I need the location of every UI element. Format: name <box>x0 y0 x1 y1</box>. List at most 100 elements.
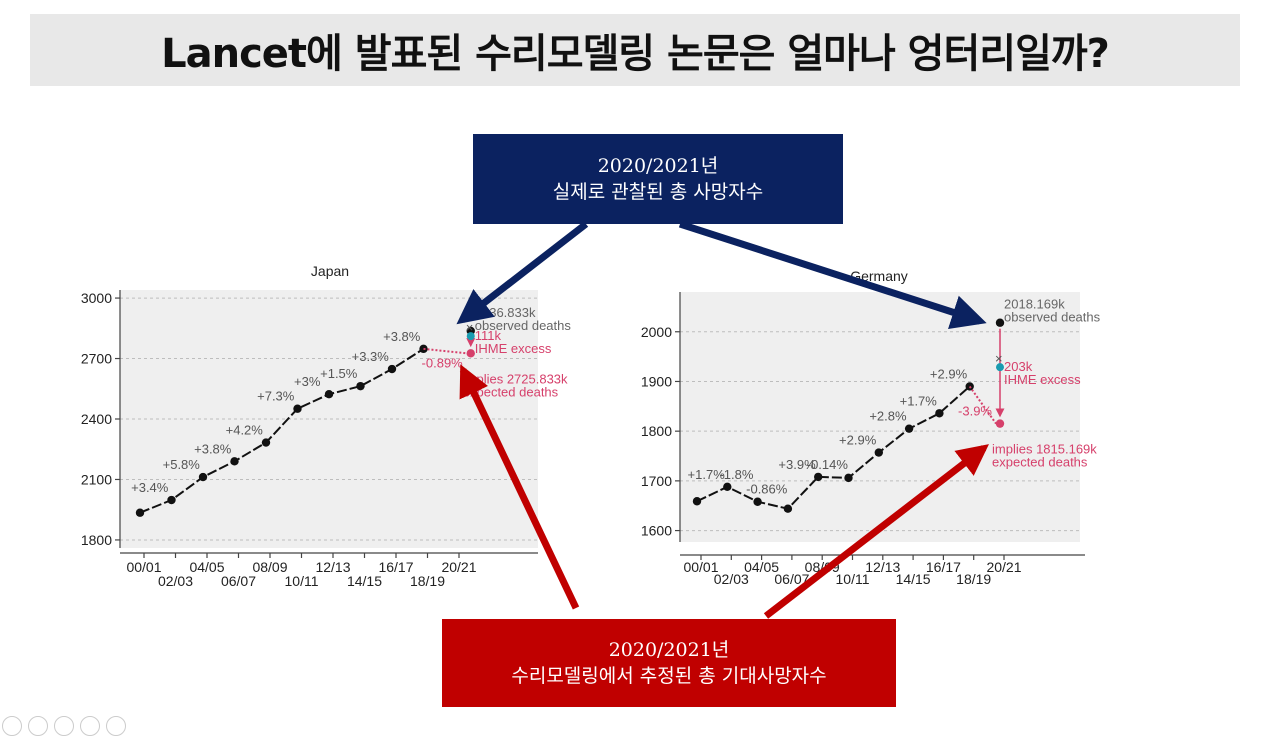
expected-point <box>995 419 1005 428</box>
x-tick-label: 18/19 <box>956 571 991 587</box>
growth-label: +2.9% <box>839 433 877 448</box>
data-point <box>167 495 176 505</box>
data-point <box>692 497 702 506</box>
growth-label: +1.5% <box>320 366 358 381</box>
observed-label: observed deaths <box>475 318 572 333</box>
data-point <box>356 381 365 391</box>
y-tick-label: 1800 <box>81 532 112 548</box>
x-tick-label: 02/03 <box>158 573 193 589</box>
ihme-marker <box>466 332 475 341</box>
implies-label: expected deaths <box>992 455 1088 470</box>
callout-model-line2: 수리모델링에서 추정된 총 기대사망자수 <box>511 665 827 687</box>
growth-label: +4.2% <box>226 423 264 438</box>
data-point <box>324 390 334 399</box>
data-point <box>261 438 271 447</box>
data-point <box>135 508 145 517</box>
y-tick-label: 1800 <box>641 423 672 439</box>
arrow-expected-japan <box>459 364 580 610</box>
growth-label: +3.4% <box>131 480 169 495</box>
data-point <box>844 473 853 483</box>
implies-value: implies 1815.169k <box>992 442 1097 457</box>
x-tick-label: 18/19 <box>410 573 445 589</box>
growth-label: -0.14% <box>807 457 849 472</box>
nav-dot[interactable] <box>106 716 126 736</box>
data-point <box>783 504 793 513</box>
ihme-marker <box>996 363 1004 372</box>
growth-label: +3% <box>294 374 321 389</box>
callout-model: 2020/2021년 수리모델링에서 추정된 총 기대사망자수 <box>442 619 896 707</box>
y-tick-label: 3000 <box>81 290 112 306</box>
data-point <box>387 364 397 374</box>
data-point <box>753 497 762 506</box>
growth-label: +3.3% <box>352 349 390 364</box>
data-point <box>814 472 823 482</box>
x-tick-label: 08/09 <box>252 559 287 575</box>
y-tick-label: 2100 <box>81 471 112 487</box>
growth-label: +1.7% <box>900 393 938 408</box>
x-tick-label: 00/01 <box>683 559 718 575</box>
x-tick-label: 14/15 <box>896 571 931 587</box>
data-point <box>230 457 239 466</box>
arrow-observed-japan <box>456 221 589 325</box>
y-tick-label: 2700 <box>81 351 112 367</box>
callout-observed-line1: 2020/2021년 <box>597 155 719 177</box>
x-tick-label: 04/05 <box>744 559 779 575</box>
title-bar: Lancet에 발표된 수리모델링 논문은 얼마나 엉터리일까? <box>30 14 1240 86</box>
x-tick-label: 02/03 <box>714 571 749 587</box>
series-line <box>139 348 425 514</box>
arrow-observed-germany <box>678 220 987 330</box>
data-point <box>198 472 208 482</box>
growth-label: -0.86% <box>746 482 788 497</box>
x-tick-label: 06/07 <box>774 571 809 587</box>
growth-label: +2.9% <box>930 366 968 381</box>
implies-value: implies 2725.833k <box>463 371 568 386</box>
y-tick-label: 1700 <box>641 473 672 489</box>
expected-point <box>466 349 475 358</box>
y-tick-label: 2000 <box>641 324 672 340</box>
x-tick-label: 10/11 <box>836 571 870 587</box>
expected-pct: -3.9% <box>958 404 992 419</box>
page-title: Lancet에 발표된 수리모델링 논문은 얼마나 엉터리일까? <box>161 31 1110 77</box>
excess-value: 111k <box>475 328 502 343</box>
x-tick-label: 12/13 <box>865 559 900 575</box>
series-line <box>696 385 971 510</box>
callout-observed-line2: 실제로 관찰된 총 사망자수 <box>552 181 764 203</box>
nav-dot[interactable] <box>28 716 48 736</box>
observed-point <box>995 318 1005 327</box>
nav-dot[interactable] <box>80 716 100 736</box>
y-tick-label: 1900 <box>641 373 672 389</box>
data-point <box>874 448 883 457</box>
nav-dot[interactable] <box>54 716 74 736</box>
growth-label: +2.8% <box>869 409 907 424</box>
x-tick-label: 20/21 <box>986 559 1021 575</box>
expected-pct: -0.89% <box>422 355 464 370</box>
x-tick-label: 10/11 <box>285 573 319 589</box>
data-point <box>935 409 944 418</box>
x-tick-label: 00/01 <box>126 559 161 575</box>
chart-germany: Germany 1600 1700 1800 1900 2000 00/0102/0304/… <box>641 268 1101 587</box>
callout-model-line1: 2020/2021년 <box>608 639 730 661</box>
x-tick-label: 04/05 <box>189 559 224 575</box>
y-tick-label: 2400 <box>81 411 112 427</box>
callout-observed: 2020/2021년 실제로 관찰된 총 사망자수 <box>473 134 843 224</box>
growth-label: +3.8% <box>194 441 232 456</box>
chart-title: Japan <box>311 263 349 279</box>
ihme-cross: × <box>466 320 474 335</box>
arrow-expected-germany <box>763 444 989 619</box>
growth-label: +3.8% <box>383 329 421 344</box>
x-tick-label: 06/07 <box>221 573 256 589</box>
growth-label: +1.7% <box>688 467 726 482</box>
observed-label: observed deaths <box>1004 310 1101 325</box>
growth-label: +3.9% <box>778 457 816 472</box>
expected-connector <box>423 347 467 355</box>
excess-label: IHME excess <box>475 341 552 356</box>
x-tick-label: 16/17 <box>378 559 413 575</box>
x-tick-label: 20/21 <box>441 559 476 575</box>
x-tick-label: 16/17 <box>926 559 961 575</box>
growth-label: -1.8% <box>719 467 753 482</box>
nav-dot[interactable] <box>2 716 22 736</box>
growth-label: +5.8% <box>163 457 201 472</box>
data-point <box>293 404 302 413</box>
chart-panel <box>680 292 1080 542</box>
excess-label: IHME excess <box>1004 372 1081 387</box>
